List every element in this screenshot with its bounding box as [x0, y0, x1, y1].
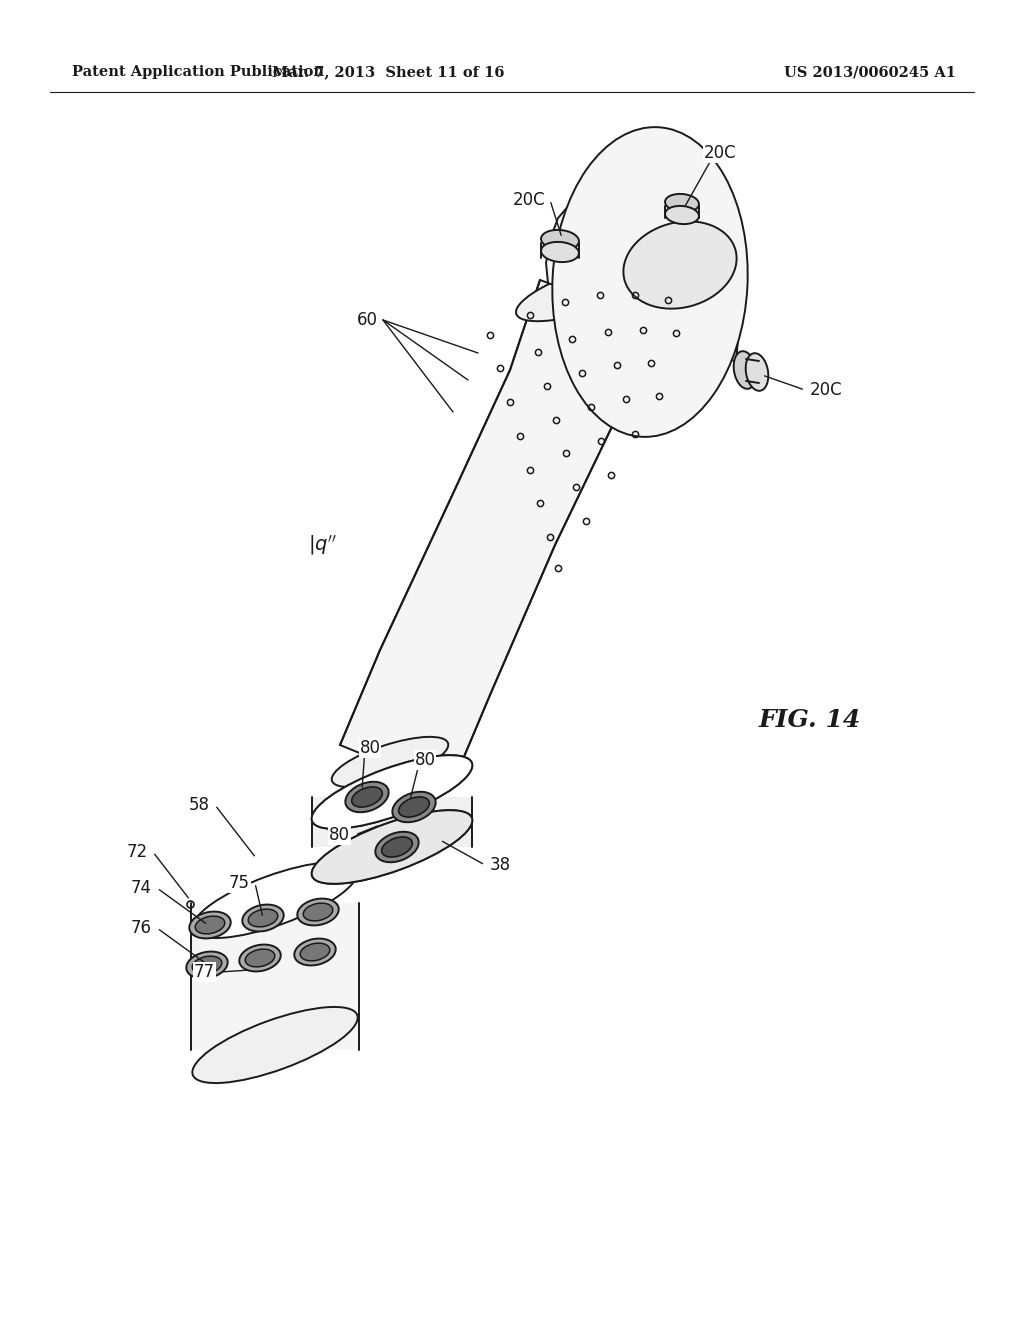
Ellipse shape [193, 956, 222, 974]
Text: 72: 72 [127, 843, 148, 861]
Ellipse shape [552, 127, 748, 437]
Text: 58: 58 [189, 796, 210, 814]
Text: US 2013/0060245 A1: US 2013/0060245 A1 [784, 65, 956, 79]
Text: 80: 80 [359, 739, 381, 756]
Ellipse shape [189, 912, 230, 939]
Ellipse shape [665, 194, 699, 213]
Text: 76: 76 [131, 919, 152, 937]
Ellipse shape [248, 909, 278, 927]
Ellipse shape [303, 903, 333, 921]
Ellipse shape [311, 755, 472, 829]
Polygon shape [191, 903, 359, 1049]
Text: 80: 80 [415, 751, 435, 770]
Ellipse shape [196, 916, 225, 933]
Polygon shape [546, 183, 738, 362]
Ellipse shape [745, 354, 768, 391]
Ellipse shape [398, 797, 429, 817]
Ellipse shape [351, 787, 382, 807]
Ellipse shape [733, 351, 757, 389]
Text: Patent Application Publication: Patent Application Publication [72, 65, 324, 79]
Text: 77: 77 [194, 964, 215, 981]
Polygon shape [340, 280, 665, 789]
Ellipse shape [311, 755, 472, 829]
Polygon shape [312, 797, 472, 847]
Text: 20C: 20C [512, 191, 545, 209]
Text: Mar. 7, 2013  Sheet 11 of 16: Mar. 7, 2013 Sheet 11 of 16 [271, 65, 504, 79]
Text: 20C: 20C [810, 381, 843, 399]
Ellipse shape [624, 222, 736, 309]
Ellipse shape [193, 862, 357, 939]
Ellipse shape [243, 904, 284, 932]
Ellipse shape [541, 230, 579, 249]
Ellipse shape [311, 810, 472, 884]
Ellipse shape [245, 949, 274, 966]
Ellipse shape [665, 206, 699, 224]
Ellipse shape [345, 781, 389, 812]
Text: $|q^{\prime\prime}$: $|q^{\prime\prime}$ [308, 533, 337, 557]
Ellipse shape [332, 737, 449, 787]
Ellipse shape [311, 810, 472, 884]
Ellipse shape [376, 832, 419, 862]
Text: 38: 38 [490, 855, 511, 874]
Text: 20C: 20C [703, 144, 736, 162]
Text: FIG. 14: FIG. 14 [759, 708, 861, 733]
Ellipse shape [516, 259, 664, 321]
Text: 80: 80 [329, 826, 350, 843]
Ellipse shape [541, 242, 579, 263]
Ellipse shape [240, 945, 281, 972]
Text: 74: 74 [131, 879, 152, 898]
Text: 60: 60 [357, 312, 378, 329]
Ellipse shape [193, 1007, 357, 1082]
Ellipse shape [294, 939, 336, 965]
Text: 75: 75 [229, 874, 250, 892]
Ellipse shape [300, 942, 330, 961]
Ellipse shape [297, 899, 339, 925]
Ellipse shape [392, 792, 435, 822]
Ellipse shape [382, 837, 413, 857]
Ellipse shape [186, 952, 227, 978]
